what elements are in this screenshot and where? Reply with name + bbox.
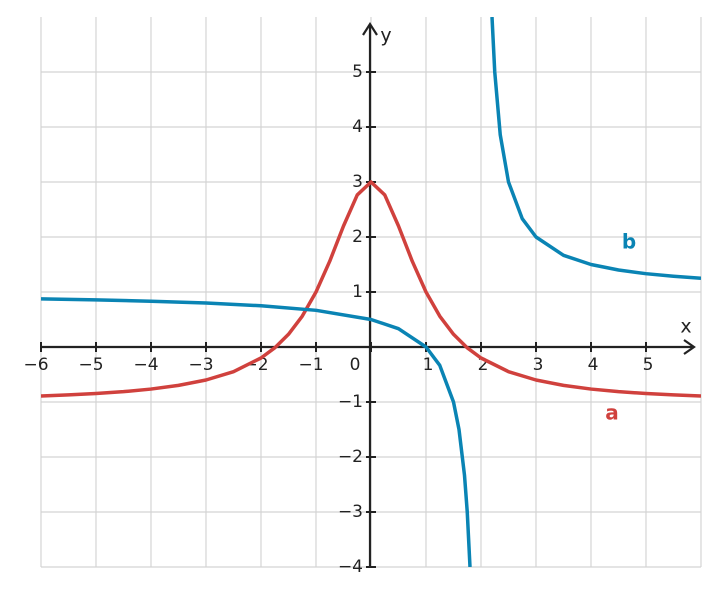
x-arrow [683,339,696,355]
y-tick-label: 4 [352,117,363,137]
x-tick-label: −3 [188,355,213,375]
y-tick-label: −1 [338,392,363,412]
x-axis-label: x [680,316,691,338]
x-tick-label: 2 [478,355,489,375]
y-tick-label: −2 [338,447,363,467]
y-tick-label: −4 [338,557,363,577]
y-tick-label: −3 [338,502,363,522]
x-tick-label: −6 [23,355,48,375]
curve [41,180,701,398]
y-tick-label: 5 [352,62,363,82]
series-label: b [622,230,636,254]
x-tick-label: −2 [243,355,268,375]
y-tick-label: 2 [352,227,363,247]
y-axis-label: y [380,25,391,47]
series-label: a [605,401,619,425]
x-tick-label: −5 [78,355,103,375]
curve [41,17,701,567]
y-tick-label: 1 [352,282,363,302]
y-tick-label: 3 [352,172,363,192]
x-tick-label: 3 [533,355,544,375]
x-tick-label: 0 [350,355,361,375]
x-tick-label: −1 [298,355,323,375]
x-tick-label: 4 [588,355,599,375]
y-arrow [362,21,378,36]
x-tick-label: −4 [133,355,158,375]
x-tick-label: 5 [643,355,654,375]
x-tick-label: 1 [423,355,434,375]
